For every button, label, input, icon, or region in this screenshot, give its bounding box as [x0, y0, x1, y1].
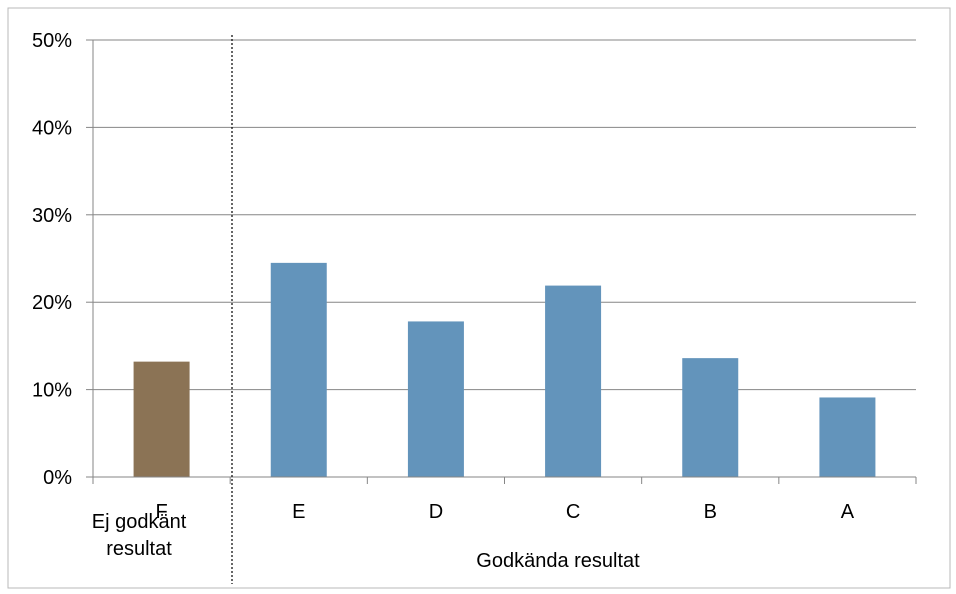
- bar-f: [133, 361, 190, 477]
- bar-d: [407, 321, 464, 477]
- gridlines: [86, 39, 916, 478]
- bar-c: [545, 285, 602, 477]
- bars: [133, 262, 876, 477]
- group-label-failed-line-2: resultat: [106, 538, 172, 560]
- y-tick-label: 30%: [32, 205, 72, 227]
- y-axis-tick-labels: 0% 10% 20% 30% 40% 50%: [32, 30, 72, 489]
- x-tick-label: D: [429, 501, 443, 523]
- x-tick-label: F: [155, 501, 167, 523]
- y-tick-label: 40%: [32, 117, 72, 139]
- group-label-failed-line-1: Ej godkänt: [92, 511, 187, 533]
- bar-e: [270, 262, 327, 477]
- x-tick-label: B: [704, 501, 717, 523]
- x-axis: [92, 40, 917, 484]
- bar-b: [682, 358, 739, 477]
- y-tick-label: 50%: [32, 30, 72, 52]
- y-tick-label: 0%: [43, 467, 72, 489]
- y-tick-label: 10%: [32, 380, 72, 402]
- y-tick-label: 20%: [32, 292, 72, 314]
- x-tick-label: C: [566, 501, 580, 523]
- group-label-passed: Godkända resultat: [476, 550, 640, 572]
- x-tick-label: A: [841, 501, 855, 523]
- chart-area: [7, 7, 951, 589]
- bar-a: [819, 397, 876, 477]
- x-tick-label: E: [292, 501, 305, 523]
